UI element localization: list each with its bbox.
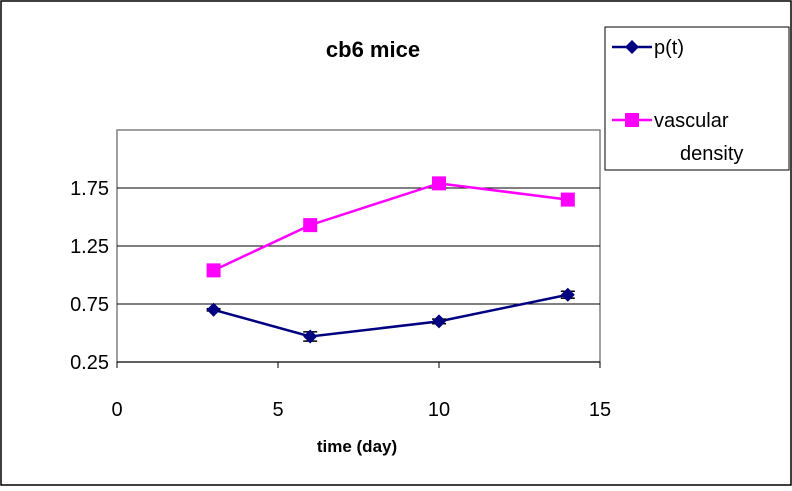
x-tick-label: 10 bbox=[428, 399, 450, 421]
x-tick-label: 15 bbox=[589, 399, 611, 421]
legend-diamond-marker bbox=[625, 40, 639, 54]
legend-item-vascular-density: vascular density bbox=[612, 110, 743, 165]
series-1 bbox=[206, 176, 575, 278]
series-line bbox=[213, 293, 569, 338]
series-line bbox=[213, 182, 568, 272]
legend-square-marker bbox=[625, 113, 639, 127]
legend-item-p-t: p(t) bbox=[612, 37, 684, 59]
data-point-diamond bbox=[303, 329, 318, 344]
y-tick-labels: 0.25 0.75 1.25 1.75 bbox=[70, 178, 109, 374]
data-point-diamond bbox=[206, 302, 221, 317]
data-point-square bbox=[560, 192, 575, 207]
legend: p(t) vascular density bbox=[604, 26, 790, 171]
chart-title: cb6 mice bbox=[326, 37, 420, 62]
series-0 bbox=[206, 287, 575, 344]
data-point-square bbox=[432, 176, 446, 191]
y-tick-label: 0.25 bbox=[70, 352, 109, 374]
legend-label-vascular-line1: vascular bbox=[654, 110, 729, 132]
legend-label-p-t: p(t) bbox=[654, 37, 684, 59]
data-point-square bbox=[206, 263, 221, 278]
x-tick-labels: 0 5 10 15 bbox=[111, 399, 611, 421]
x-axis bbox=[116, 361, 601, 368]
x-tick-label: 5 bbox=[272, 399, 283, 421]
y-tick-label: 0.75 bbox=[70, 294, 109, 316]
legend-box bbox=[604, 26, 790, 171]
legend-label-vascular-line2: density bbox=[680, 143, 743, 165]
x-axis-label: time (day) bbox=[317, 437, 397, 456]
y-tick-label: 1.75 bbox=[70, 178, 109, 200]
data-point-diamond bbox=[560, 287, 575, 302]
y-tick-label: 1.25 bbox=[70, 236, 109, 258]
x-tick-label: 0 bbox=[111, 399, 122, 421]
series-layer bbox=[206, 176, 575, 344]
data-point-square bbox=[303, 218, 318, 233]
data-point-diamond bbox=[432, 314, 446, 329]
